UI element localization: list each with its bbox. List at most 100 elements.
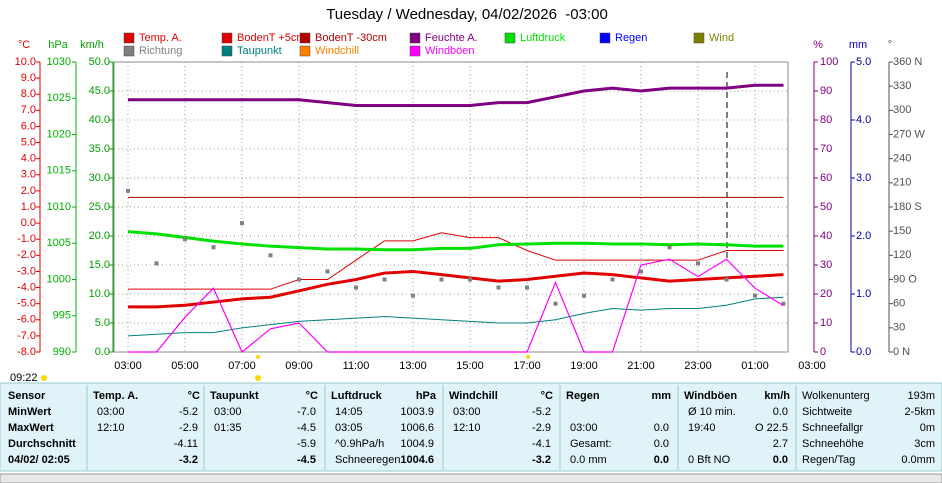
section-unit: °C [306,390,318,402]
cell-label: 03:00 [453,406,481,418]
y-tick-label: 0 N [893,346,910,358]
cell-value: 1006.6 [400,422,434,434]
direction-point [240,221,244,226]
legend-label: BodenT +5cm [237,32,306,44]
direction-point [268,253,273,258]
x-tick-label: 19:00 [570,360,598,372]
y-tick-label: 100 [820,56,838,68]
row-label: MinWert [8,406,52,418]
section-unit: mm [651,390,671,402]
direction-point [667,245,672,250]
y-tick-label: 0.0 [21,217,36,229]
extra-label: Regen/Tag [802,454,855,466]
direction-point [211,245,216,250]
y-tick-label: 1030 [47,56,71,68]
y-tick-label: -1.0 [17,233,36,245]
y-tick-label: 90 O [893,273,917,285]
y-tick-label: 4.0 [856,114,871,126]
cell-label: 03:05 [335,422,363,434]
legend-label: Windböen [425,45,475,57]
legend-label: Regen [615,32,647,44]
row-label: 04/02/ 02:05 [8,454,70,466]
cell-value: -5.2 [532,406,551,418]
y-tick-label: 8.0 [21,88,36,100]
direction-point [781,301,786,306]
section-unit: °C [541,390,553,402]
legend-label: Wind [709,32,734,44]
x-tick-label: 21:00 [627,360,655,372]
y-tick-label: 40.0 [89,114,110,126]
status-bar [0,473,942,483]
y-tick-label: 1010 [47,201,71,213]
section-title: Regen [566,390,600,402]
cell-label: 03:00 [97,406,125,418]
direction-point [610,277,615,282]
y-tick-label: 90 [820,85,832,97]
y-tick-label: 45.0 [89,85,110,97]
direction-point [183,237,187,242]
cell-value: 1004.6 [400,454,434,466]
y-tick-label: 5.0 [21,136,36,148]
row-label: Durchschnitt [8,438,76,450]
x-tick-label: 11:00 [343,360,370,372]
y-tick-label: 0.0 [95,346,110,358]
cell-value: -3.2 [179,454,198,466]
direction-point [525,285,529,290]
cell-value: -7.0 [297,406,316,418]
legend-label: BodenT -30cm [315,32,387,44]
y-tick-label: 60 [893,298,905,310]
direction-point [468,277,472,282]
legend-swatch [123,45,135,57]
y-tick-label: 60 [820,172,832,184]
y-tick-label: 15.0 [89,259,110,271]
y-tick-label: 120 [893,249,911,261]
y-tick-label: 30 [893,322,905,334]
direction-point [496,285,501,290]
y-tick-label: -3.0 [17,265,36,277]
cell-value: 0.0 [773,406,788,418]
y-tick-label: 40 [820,230,832,242]
y-tick-label: 1025 [47,92,71,104]
cell-label: Schneeregen [335,454,400,466]
cell-value: -4.5 [297,454,316,466]
event-dot [256,355,260,359]
legend-label: Temp. A. [139,32,182,44]
y-tick-label: 1020 [47,128,71,140]
event-dot [255,375,261,381]
y-tick-label: -2.0 [17,249,36,261]
direction-point [411,293,415,298]
series-line [127,296,784,337]
y-tick-label: 270 W [893,128,925,140]
y-tick-label: -6.0 [17,314,36,326]
direction-point [325,269,330,274]
section-unit: hPa [416,390,437,402]
y-tick-label: 10 [820,317,832,329]
y-tick-label: 30.0 [89,172,110,184]
legend-label: Taupunkt [237,45,282,57]
cell-value: 1003.9 [400,406,434,418]
y-tick-label: 300 [893,104,911,116]
legend-swatch [299,32,311,44]
axis-title: % [813,39,823,51]
y-tick-label: 4.0 [21,153,36,165]
row-label: MaxWert [8,422,54,434]
series-line [128,83,784,107]
clock: 09:22 [10,372,38,384]
event-dot [526,355,530,359]
cell-label: 14:05 [335,406,363,418]
y-tick-label: 180 S [893,201,922,213]
x-tick-label: 15:00 [456,360,484,372]
cell-value: -5.9 [297,438,316,450]
direction-point [639,269,643,274]
x-tick-label: 07:00 [228,360,256,372]
legend-label: Windchill [315,45,359,57]
cell-label: 12:10 [97,422,125,434]
y-tick-label: 20 [820,288,832,300]
y-tick-label: 50 [820,201,832,213]
cell-value: 0.0 [654,454,669,466]
legend-swatch [504,32,516,44]
legend-swatch [409,32,421,44]
y-tick-label: 9.0 [21,72,36,84]
cell-value: -2.9 [532,422,551,434]
